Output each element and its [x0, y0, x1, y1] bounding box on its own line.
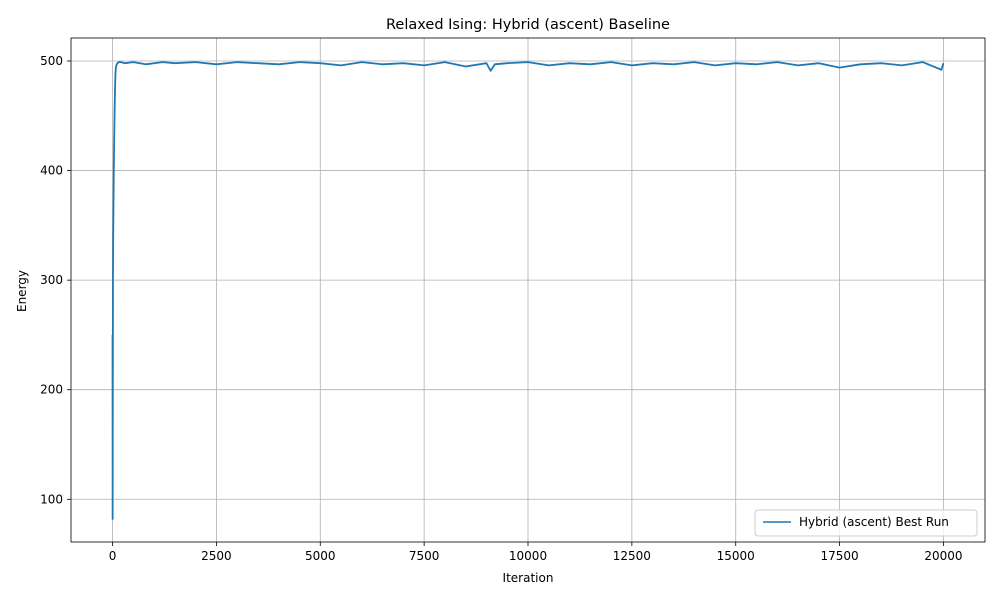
grid — [71, 38, 985, 542]
x-tick-label: 12500 — [613, 549, 651, 563]
y-tick-label: 300 — [40, 273, 63, 287]
legend-label: Hybrid (ascent) Best Run — [799, 515, 949, 529]
y-tick-label: 200 — [40, 383, 63, 397]
x-tick-label: 5000 — [305, 549, 336, 563]
legend: Hybrid (ascent) Best Run — [754, 509, 978, 537]
y-axis-label: Energy — [15, 270, 29, 312]
series-layer — [111, 61, 945, 520]
series-line — [111, 61, 945, 520]
x-tick-label: 0 — [109, 549, 117, 563]
y-tick-label: 500 — [40, 54, 63, 68]
x-tick-label: 17500 — [820, 549, 858, 563]
chart-title: Relaxed Ising: Hybrid (ascent) Baseline — [386, 17, 670, 33]
ticks: 0 2500 5000 7500 10000 12500 15000 17500 20000 10… — [40, 54, 962, 563]
x-tick-label: 15000 — [717, 549, 755, 563]
x-axis-label: Iteration — [503, 571, 554, 585]
x-tick-label: 10000 — [509, 549, 547, 563]
legend-box — [754, 509, 978, 537]
x-tick-label: 20000 — [924, 549, 962, 563]
x-tick-label: 2500 — [201, 549, 232, 563]
x-tick-label: 7500 — [409, 549, 440, 563]
y-tick-label: 400 — [40, 164, 63, 178]
y-tick-label: 100 — [40, 492, 63, 506]
